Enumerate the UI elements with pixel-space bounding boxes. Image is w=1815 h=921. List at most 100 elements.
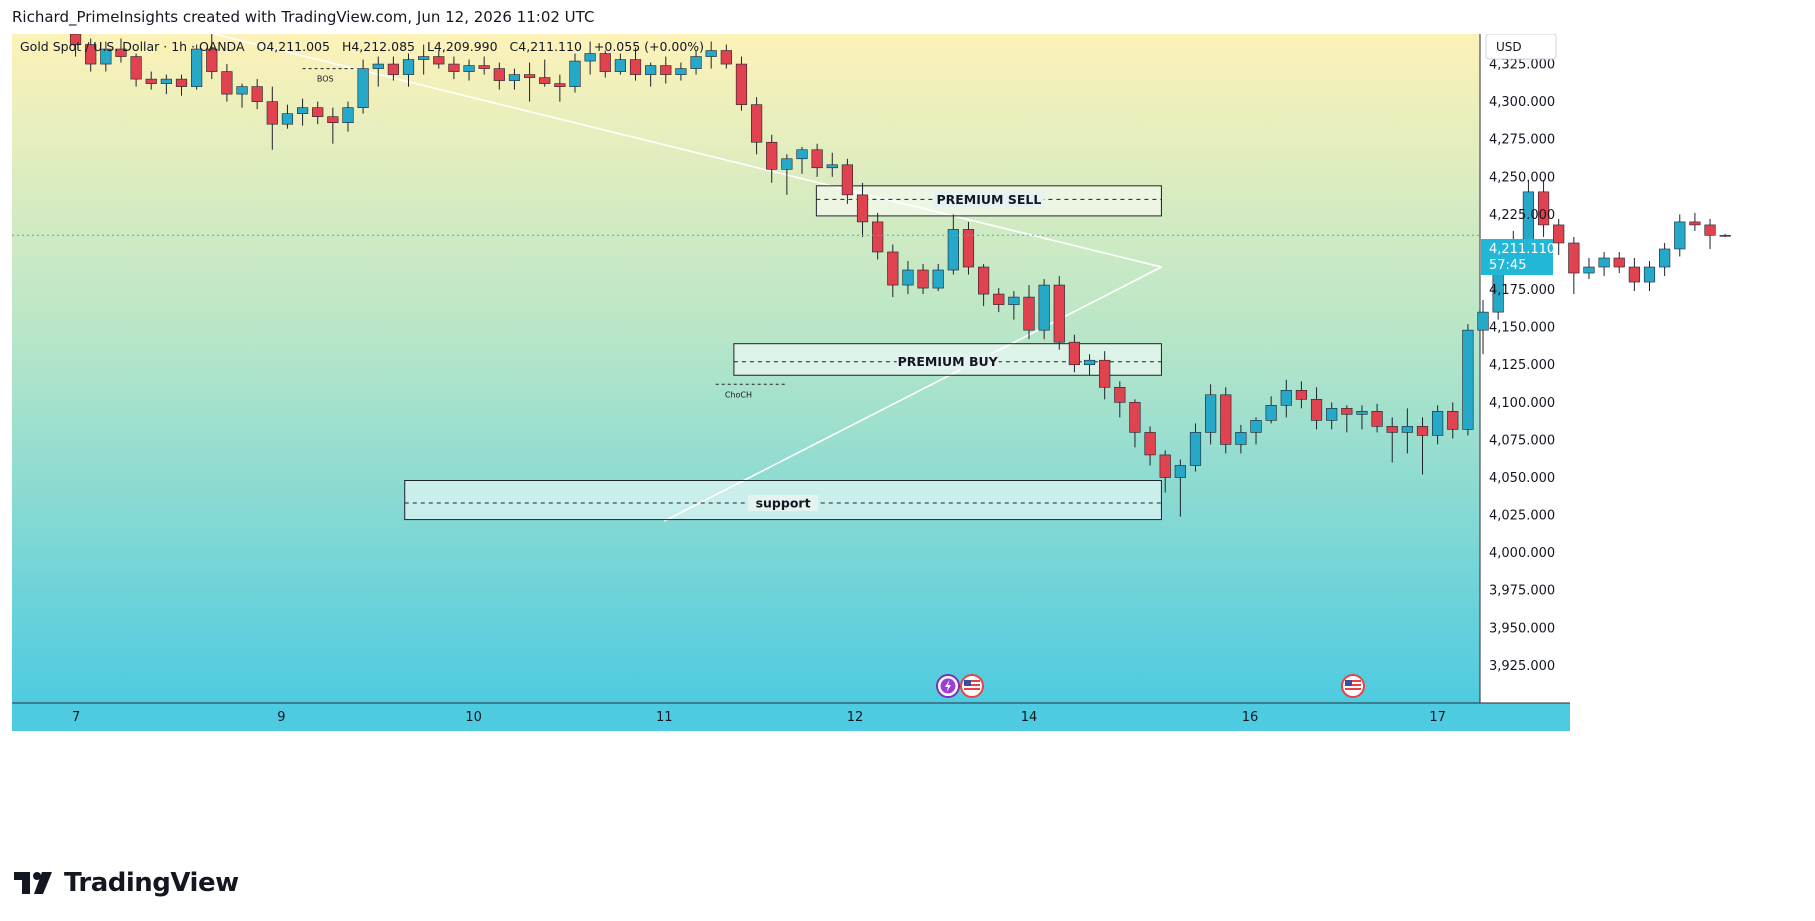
candle <box>266 86 278 150</box>
price-tick-label: 4,150.000 <box>1489 321 1555 336</box>
candle <box>1704 218 1716 249</box>
candle-body <box>887 251 899 286</box>
zone-label: PREMIUM BUY <box>898 354 999 369</box>
candle <box>1174 459 1186 517</box>
tradingview-logo-icon <box>14 872 52 894</box>
zone-label-bg <box>933 191 1044 208</box>
candle <box>1432 405 1444 445</box>
event-us-flag-icon[interactable] <box>960 674 984 698</box>
legend: Gold Spot / U.S. Dollar · 1h · OANDA O4,… <box>20 39 704 54</box>
candle-body <box>1174 465 1186 478</box>
candle-body <box>1205 394 1217 433</box>
candle <box>1068 334 1081 373</box>
candle-body <box>766 141 778 170</box>
candle-body <box>690 56 702 69</box>
candle <box>917 264 929 295</box>
candle <box>856 182 869 237</box>
candle-body <box>902 269 914 286</box>
candle <box>1310 387 1323 430</box>
candle <box>175 74 188 96</box>
candle-body <box>1659 248 1671 268</box>
candle <box>872 212 884 260</box>
triangle-trendline <box>663 266 1162 522</box>
candle-body <box>493 68 505 81</box>
candle <box>1643 261 1656 292</box>
candle <box>1477 300 1489 355</box>
zone-label: PREMIUM SELL <box>936 192 1041 207</box>
candle-body <box>1643 266 1656 283</box>
candle <box>978 264 990 307</box>
candle-body <box>1447 411 1459 430</box>
chart-container[interactable]: PREMIUM SELL PREMIUM BUY support BOS ChoCH … <box>12 18 1802 846</box>
candle <box>539 59 551 87</box>
candle-body <box>1386 426 1398 433</box>
candle <box>1386 417 1398 463</box>
legend-change: +0.055 (+0.00%) <box>594 39 704 54</box>
candle-body <box>1568 242 1580 274</box>
candle <box>191 44 203 90</box>
candle <box>523 62 536 102</box>
candle-body <box>1553 224 1565 244</box>
candle <box>433 50 445 69</box>
candle-body <box>69 33 82 45</box>
candle <box>1326 402 1338 430</box>
candle-body <box>1053 284 1065 343</box>
candle <box>1719 233 1731 237</box>
candle-body <box>1613 257 1625 268</box>
candle <box>1129 399 1141 448</box>
candle <box>1598 251 1610 277</box>
candle <box>342 101 354 132</box>
time-tick-label: 16 <box>1242 710 1259 725</box>
candle-body <box>826 164 838 169</box>
candle-body <box>917 269 929 289</box>
currency-selector[interactable]: USD <box>1485 33 1557 60</box>
candle <box>826 152 838 177</box>
candle <box>418 44 430 75</box>
zone-label-bg <box>748 495 819 512</box>
candle-body <box>508 74 521 81</box>
candle <box>614 53 626 75</box>
countdown-label: 57:45 <box>1489 258 1526 273</box>
candle-body <box>1114 386 1126 403</box>
legend-low: L4,209.990 <box>427 39 498 54</box>
candle-body <box>1432 411 1444 436</box>
candle-body <box>463 65 475 72</box>
candle-body <box>1038 284 1050 331</box>
candle-body <box>115 48 127 57</box>
candle-body <box>402 59 415 75</box>
candle <box>478 56 490 75</box>
candle-body <box>145 78 157 84</box>
candle <box>705 41 717 69</box>
currency-label: USD <box>1496 40 1522 54</box>
candle <box>1220 387 1232 454</box>
current-price-label: 4,211.110 <box>1489 242 1555 257</box>
price-axis-background <box>1480 34 1570 703</box>
candle-body <box>221 71 233 95</box>
candle-body <box>675 68 687 75</box>
candle <box>1159 450 1171 493</box>
event-us-flag-icon[interactable] <box>1341 674 1365 698</box>
candle <box>85 38 97 72</box>
candle <box>1295 381 1308 409</box>
candle <box>463 59 475 81</box>
candle <box>841 158 853 204</box>
price-tick-label: 4,225.000 <box>1489 208 1555 223</box>
tradingview-logo[interactable]: TradingView <box>14 868 239 898</box>
candle-body <box>1704 224 1716 236</box>
candle-body <box>1250 420 1262 433</box>
candle-body <box>705 50 717 57</box>
candle-body <box>947 229 959 271</box>
candle-body <box>796 149 808 160</box>
candle <box>1462 324 1474 436</box>
candle-body <box>175 78 188 87</box>
candle <box>1280 379 1292 418</box>
candle-body <box>266 101 278 125</box>
candle-body <box>1674 221 1686 250</box>
candle <box>1053 276 1065 350</box>
event-flash-icon[interactable] <box>936 674 960 698</box>
candle-body <box>750 104 763 143</box>
candle-body <box>1689 221 1701 226</box>
candle-body <box>372 63 384 69</box>
candle <box>720 44 732 69</box>
